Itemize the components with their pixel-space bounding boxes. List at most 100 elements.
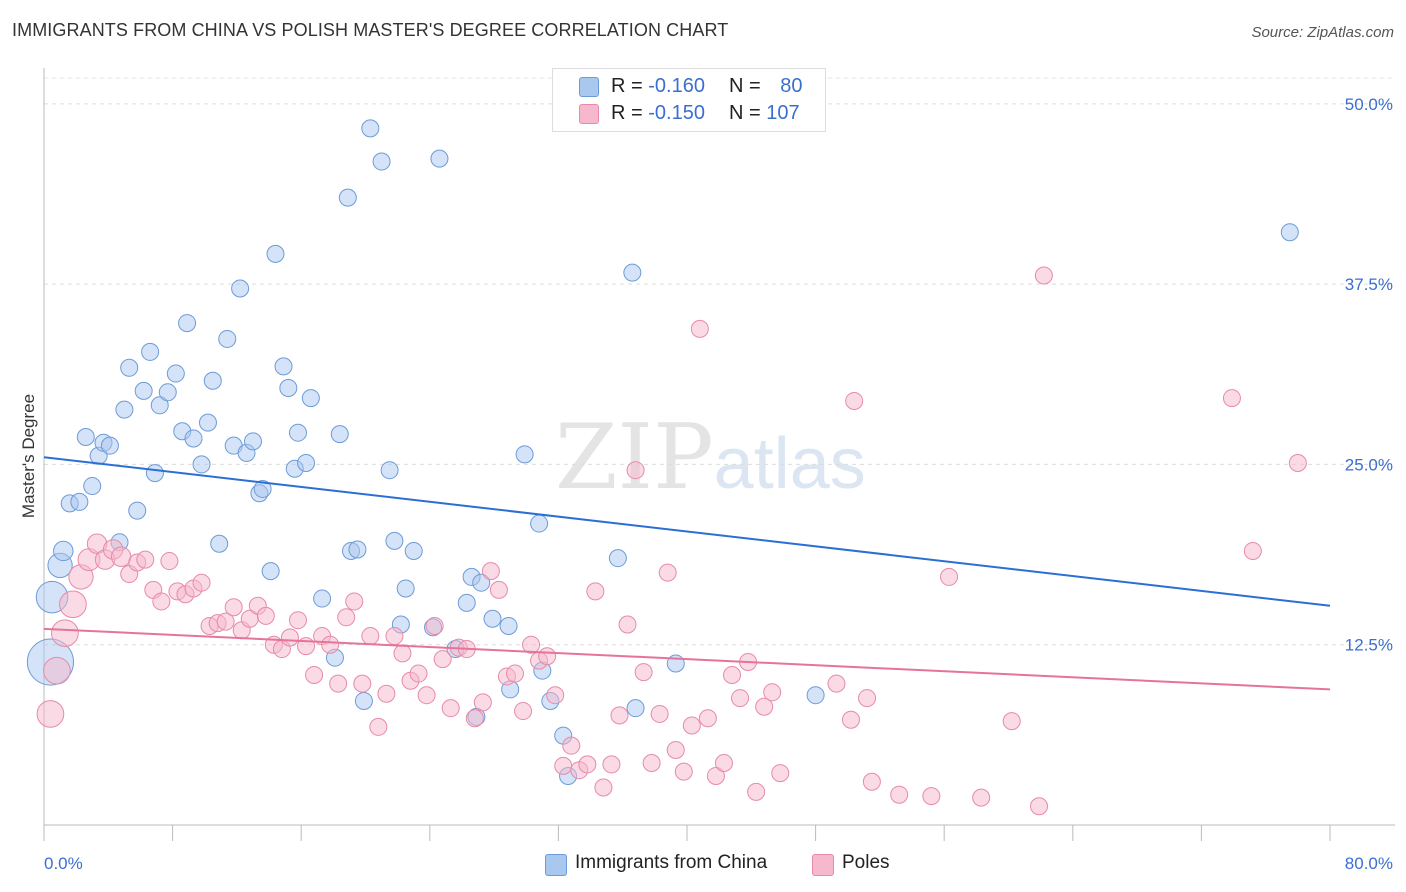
china-point (354, 691, 373, 710)
china-trend-line (43, 456, 1331, 607)
axes (43, 68, 1395, 841)
china-point (158, 383, 177, 402)
poles-point (385, 627, 404, 646)
poles-point (51, 619, 79, 648)
legend-swatch-china (579, 77, 599, 97)
poles-point (353, 674, 372, 693)
poles-point (216, 612, 235, 631)
bottom-legend-swatch-china (545, 854, 567, 876)
poles-point (755, 697, 774, 716)
poles-point (433, 650, 452, 669)
gridlines (44, 77, 1395, 646)
poles-point (465, 709, 484, 728)
poles-point (329, 674, 348, 693)
x-tick-label: 0.0% (44, 854, 83, 873)
poles-point (586, 582, 605, 601)
china-point (457, 593, 476, 612)
poles-point (723, 666, 742, 684)
legend-n-value: 80 (780, 75, 803, 97)
poles-point (562, 736, 581, 755)
china-point (218, 329, 237, 348)
chart-title: IMMIGRANTS FROM CHINA VS POLISH MASTER'S… (12, 20, 729, 40)
legend-swatch-poles (579, 104, 599, 124)
china-point (608, 549, 627, 568)
poles-point (578, 755, 597, 774)
china-point (313, 589, 332, 608)
china-point (53, 540, 74, 562)
poles-point (698, 709, 717, 728)
y-tick-label: 25.0% (1345, 455, 1393, 474)
legend-n-label: N = (729, 75, 761, 97)
china-point (150, 396, 169, 415)
series-poles (36, 266, 1307, 816)
china-point (166, 364, 185, 383)
poles-point (425, 616, 444, 635)
poles-point (554, 756, 573, 775)
china-point (499, 616, 518, 635)
china-point (210, 534, 229, 553)
source-label: Source: ZipAtlas.com (1251, 24, 1394, 41)
poles-point (972, 788, 991, 807)
poles-point (682, 716, 701, 735)
poles-point (489, 580, 508, 599)
china-point (203, 371, 222, 390)
poles-point (706, 766, 725, 785)
legend-r-label: R = (611, 75, 643, 97)
china-point (530, 514, 549, 533)
watermark: ZIPatlas (555, 405, 866, 510)
poles-point (922, 787, 941, 806)
poles-point (481, 562, 500, 581)
china-point (261, 562, 280, 581)
poles-point (618, 615, 637, 634)
poles-point (650, 704, 669, 723)
poles-point (288, 611, 307, 630)
y-tick-label: 12.5% (1345, 636, 1393, 655)
poles-point (192, 573, 211, 592)
poles-point (522, 635, 541, 654)
china-point (83, 477, 102, 496)
poles-point (538, 647, 557, 666)
bottom-legend-swatch-poles (812, 854, 834, 876)
poles-point (136, 550, 155, 569)
poles-point (1030, 797, 1049, 816)
china-point (330, 425, 349, 444)
poles-point (666, 741, 685, 759)
china-point (372, 152, 391, 171)
poles-point (747, 782, 766, 801)
trend-lines (43, 456, 1331, 691)
watermark-zip: ZIP (555, 405, 714, 510)
legend-n-value: 107 (766, 102, 800, 124)
poles-point (43, 656, 71, 685)
china-point (243, 432, 262, 451)
legend-r-value: -0.160 (648, 75, 705, 97)
china-point (361, 119, 380, 138)
poles-point (505, 664, 524, 683)
poles-point (473, 693, 492, 712)
china-point (626, 699, 645, 718)
china-point (472, 573, 491, 592)
poles-point (1222, 389, 1241, 408)
china-point (404, 541, 423, 560)
china-point (76, 428, 95, 447)
poles-point (514, 702, 533, 721)
legend-r-value: -0.150 (648, 102, 705, 124)
poles-point (417, 686, 436, 705)
bottom-legend-label-china: Immigrants from China (575, 852, 768, 873)
poles-point (321, 635, 340, 654)
poles-point (674, 762, 693, 781)
china-point (1280, 223, 1299, 242)
poles-point (59, 590, 87, 619)
x-tick-label: 80.0% (1345, 854, 1393, 873)
y-tick-label: 50.0% (1345, 95, 1393, 114)
poles-point (771, 764, 790, 783)
tick-labels: 12.5% 25.0% 37.5% 50.0% 0.0% 80.0% (44, 95, 1393, 873)
china-point (515, 445, 534, 464)
china-point (192, 455, 211, 474)
china-point (128, 501, 147, 520)
china-point (115, 400, 134, 419)
poles-point (626, 461, 645, 480)
series-immigrants-from-china (26, 119, 1299, 785)
poles-point (361, 627, 380, 646)
poles-point (345, 592, 364, 611)
china-point (274, 357, 293, 376)
